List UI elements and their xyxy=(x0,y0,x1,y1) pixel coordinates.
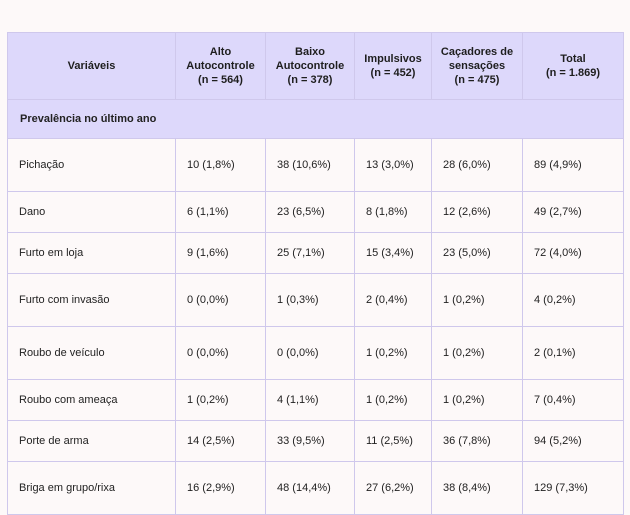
cell-value: 72 (4,0%) xyxy=(522,232,624,274)
cell-value: 16 (2,9%) xyxy=(175,461,266,515)
row-label: Furto com invasão xyxy=(7,273,176,327)
cell-value: 6 (1,1%) xyxy=(175,191,266,233)
row-label: Dano xyxy=(7,191,176,233)
table-row: Roubo de veículo 0 (0,0%) 0 (0,0%) 1 (0,… xyxy=(7,326,624,380)
cell-value: 1 (0,2%) xyxy=(354,326,432,380)
cell-value: 13 (3,0%) xyxy=(354,138,432,192)
cell-value: 2 (0,1%) xyxy=(522,326,624,380)
table-row: Porte de arma 14 (2,5%) 33 (9,5%) 11 (2,… xyxy=(7,420,624,462)
row-label: Briga em grupo/rixa xyxy=(7,461,176,515)
cell-value: 4 (0,2%) xyxy=(522,273,624,327)
cell-value: 1 (0,2%) xyxy=(431,273,523,327)
cell-value: 38 (8,4%) xyxy=(431,461,523,515)
cell-value: 36 (7,8%) xyxy=(431,420,523,462)
cell-value: 23 (6,5%) xyxy=(265,191,355,233)
cell-value: 1 (0,3%) xyxy=(265,273,355,327)
header-total: Total (n = 1.869) xyxy=(522,32,624,100)
cell-value: 38 (10,6%) xyxy=(265,138,355,192)
table-row: Pichação 10 (1,8%) 38 (10,6%) 13 (3,0%) … xyxy=(7,138,624,192)
row-label: Pichação xyxy=(7,138,176,192)
cell-value: 1 (0,2%) xyxy=(431,326,523,380)
cell-value: 129 (7,3%) xyxy=(522,461,624,515)
table-row: Briga em grupo/rixa 16 (2,9%) 48 (14,4%)… xyxy=(7,461,624,515)
row-label: Roubo com ameaça xyxy=(7,379,176,421)
table-row: Dano 6 (1,1%) 23 (6,5%) 8 (1,8%) 12 (2,6… xyxy=(7,191,624,233)
row-label: Porte de arma xyxy=(7,420,176,462)
cell-value: 8 (1,8%) xyxy=(354,191,432,233)
table-row: Furto com invasão 0 (0,0%) 1 (0,3%) 2 (0… xyxy=(7,273,624,327)
cell-value: 49 (2,7%) xyxy=(522,191,624,233)
cell-value: 11 (2,5%) xyxy=(354,420,432,462)
header-variaveis: Variáveis xyxy=(7,32,176,100)
header-cacadores-de-sensacoes: Caçadores de sensações (n = 475) xyxy=(431,32,523,100)
header-baixo-autocontrole: Baixo Autocontrole (n = 378) xyxy=(265,32,355,100)
cell-value: 4 (1,1%) xyxy=(265,379,355,421)
cell-value: 89 (4,9%) xyxy=(522,138,624,192)
cell-value: 94 (5,2%) xyxy=(522,420,624,462)
cell-value: 1 (0,2%) xyxy=(354,379,432,421)
section-row: Prevalência no último ano xyxy=(7,99,624,139)
cell-value: 10 (1,8%) xyxy=(175,138,266,192)
section-title: Prevalência no último ano xyxy=(7,99,624,139)
table-row: Furto em loja 9 (1,6%) 25 (7,1%) 15 (3,4… xyxy=(7,232,624,274)
cell-value: 27 (6,2%) xyxy=(354,461,432,515)
cell-value: 0 (0,0%) xyxy=(175,273,266,327)
cell-value: 1 (0,2%) xyxy=(431,379,523,421)
cell-value: 9 (1,6%) xyxy=(175,232,266,274)
header-alto-autocontrole: Alto Autocontrole (n = 564) xyxy=(175,32,266,100)
prevalence-table: Variáveis Alto Autocontrole (n = 564) Ba… xyxy=(7,32,624,515)
cell-value: 33 (9,5%) xyxy=(265,420,355,462)
cell-value: 25 (7,1%) xyxy=(265,232,355,274)
cell-value: 12 (2,6%) xyxy=(431,191,523,233)
cell-value: 15 (3,4%) xyxy=(354,232,432,274)
row-label: Furto em loja xyxy=(7,232,176,274)
cell-value: 1 (0,2%) xyxy=(175,379,266,421)
cell-value: 0 (0,0%) xyxy=(175,326,266,380)
cell-value: 14 (2,5%) xyxy=(175,420,266,462)
row-label: Roubo de veículo xyxy=(7,326,176,380)
cell-value: 23 (5,0%) xyxy=(431,232,523,274)
table-row: Roubo com ameaça 1 (0,2%) 4 (1,1%) 1 (0,… xyxy=(7,379,624,421)
cell-value: 48 (14,4%) xyxy=(265,461,355,515)
cell-value: 0 (0,0%) xyxy=(265,326,355,380)
header-impulsivos: Impulsivos (n = 452) xyxy=(354,32,432,100)
prevalence-table-container: Variáveis Alto Autocontrole (n = 564) Ba… xyxy=(7,32,624,515)
cell-value: 7 (0,4%) xyxy=(522,379,624,421)
header-row: Variáveis Alto Autocontrole (n = 564) Ba… xyxy=(7,32,624,100)
cell-value: 2 (0,4%) xyxy=(354,273,432,327)
cell-value: 28 (6,0%) xyxy=(431,138,523,192)
